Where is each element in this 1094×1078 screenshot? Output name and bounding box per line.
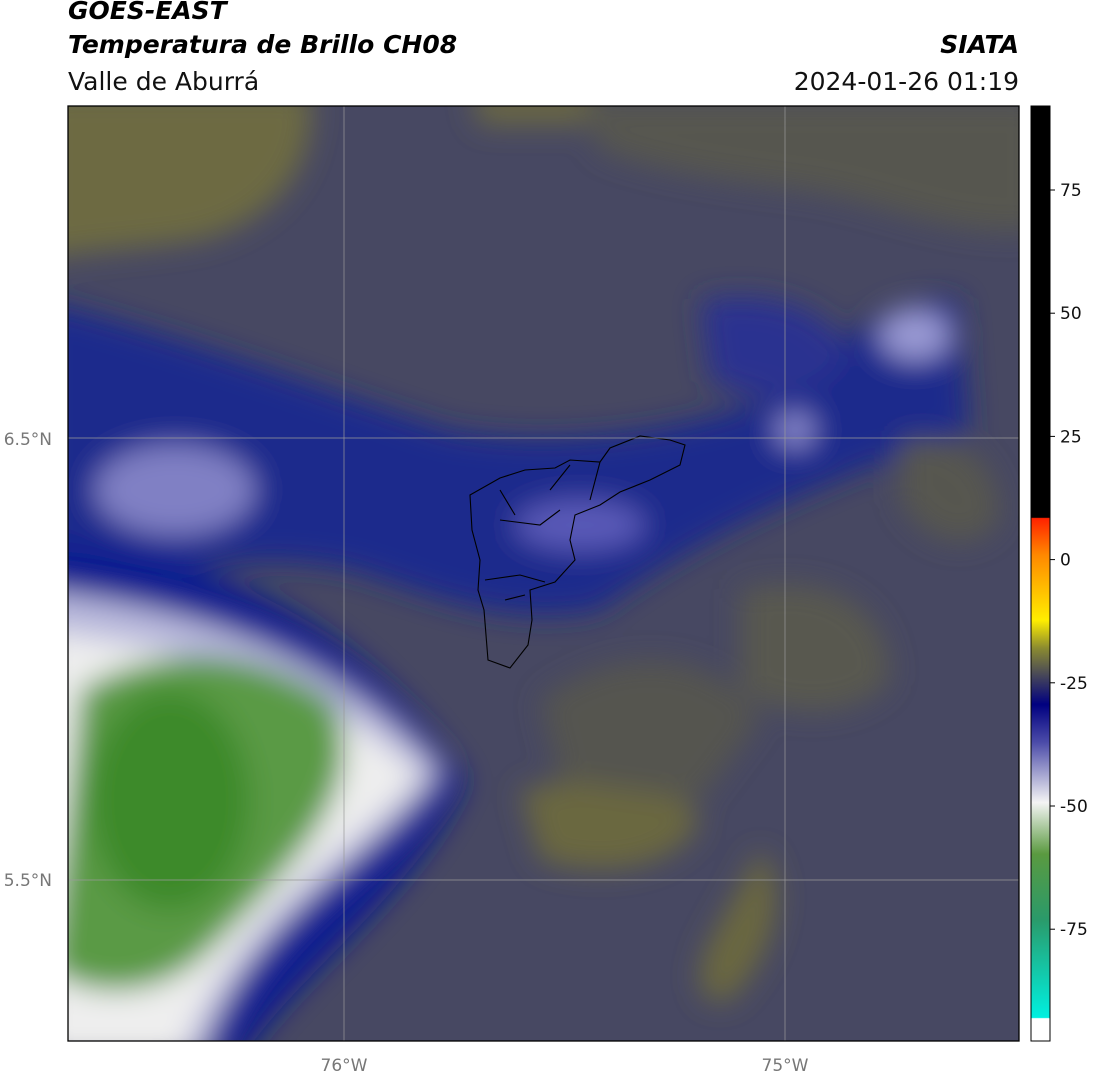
colorbar-tick-label: 25 — [1060, 427, 1082, 447]
municipal-boundaries — [469, 435, 686, 669]
colorbar-tick-label: 0 — [1060, 551, 1071, 571]
colorbar — [1030, 105, 1051, 1042]
title: GOES-EAST — [68, 0, 229, 25]
colorbar-tick-label: -75 — [1060, 920, 1088, 940]
source: SIATA — [940, 30, 1019, 59]
colorbar-ticks: 75 50 25 0 -25 -50 -75 — [1050, 181, 1088, 940]
colorbar-tick-label: -25 — [1060, 674, 1088, 694]
subtitle: Temperatura de Brillo CH08 — [68, 30, 457, 59]
graticule — [68, 106, 1019, 1041]
colorbar-tick-label: -50 — [1060, 797, 1088, 817]
timestamp: 2024-01-26 01:19 — [794, 67, 1019, 96]
lon-label: 75°W — [762, 1056, 809, 1076]
lat-label: 5.5°N — [4, 871, 52, 891]
region: Valle de Aburrá — [68, 67, 259, 96]
lon-label: 76°W — [321, 1056, 368, 1076]
colorbar-tick-label: 50 — [1060, 304, 1082, 324]
map-frame — [67, 105, 1020, 1042]
satellite-image — [68, 106, 1019, 1041]
colorbar-tick-label: 75 — [1060, 181, 1082, 201]
lat-label: 6.5°N — [4, 430, 52, 450]
